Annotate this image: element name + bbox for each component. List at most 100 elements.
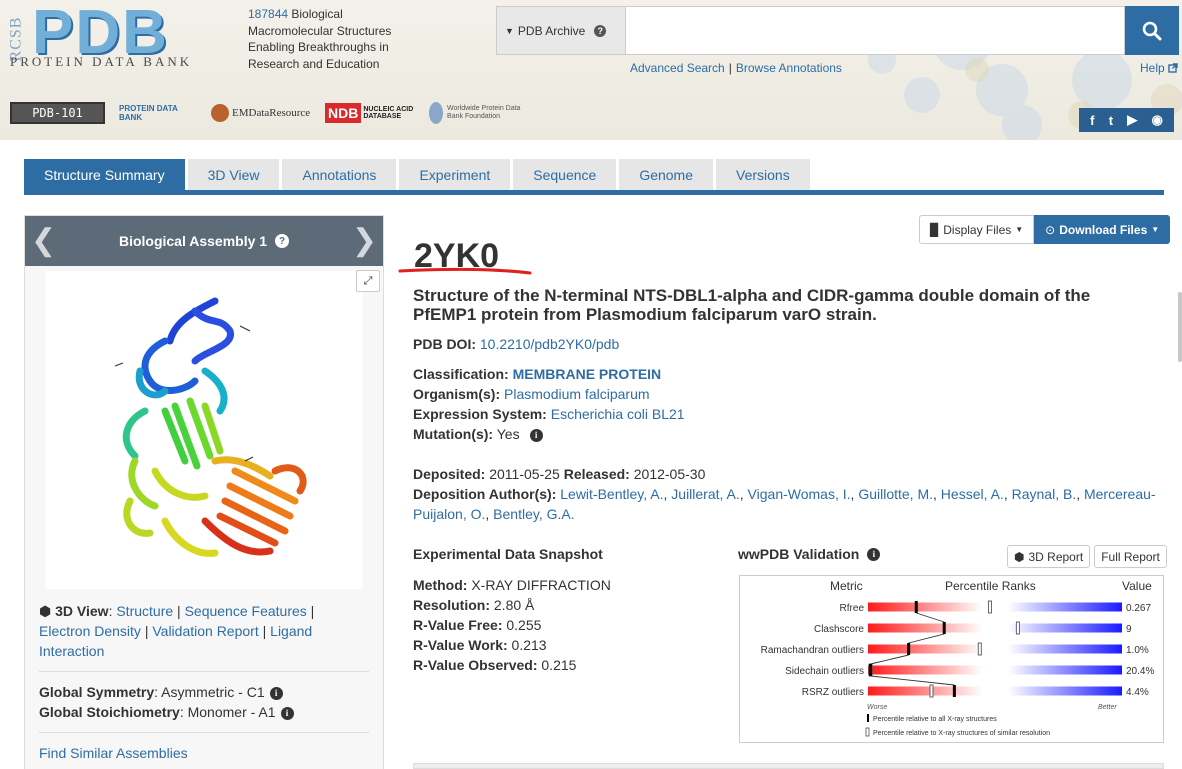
view-ligand-interaction-link[interactable]: Ligand Interaction [39,623,313,659]
validation-title: wwPDB Validation i [738,546,881,562]
organism-link[interactable]: Plasmodium falciparum [504,386,650,402]
tab-3d-view[interactable]: 3D View [187,159,280,190]
view-validation-report-link[interactable]: Validation Report [152,623,259,639]
legend-all-text: Percentile relative to all X-ray structu… [873,716,997,723]
percentile-slider [868,665,1122,675]
assembly-info: ⬢ 3D View: Structure | Sequence Features… [39,601,369,763]
author-link[interactable]: Mercereau-Puijalon, O. [413,486,1156,522]
search-bar: ▼ PDB Archive ? [496,6,1179,55]
advanced-search-link[interactable]: Advanced Search [630,61,725,75]
assembly-title: Biological Assembly 1 [118,233,268,249]
divider [39,671,369,672]
view-label: 3D View [55,603,109,619]
authors-list: Deposition Author(s): Lewit-Bentley, A.,… [413,486,1156,522]
pdb101-logo[interactable]: PDB-101 [10,102,105,124]
facebook-icon[interactable]: f [1090,112,1095,128]
twitter-icon[interactable]: t [1108,112,1114,128]
wwpdb-logo[interactable]: PROTEIN DATA BANK [119,104,178,122]
search-button[interactable] [1125,6,1179,55]
metric-label: Sidechain outliers [785,666,864,677]
tab-sequence[interactable]: Sequence [513,159,617,190]
metric-header: Metric [830,579,863,593]
view-electron-density-link[interactable]: Electron Density [39,623,141,639]
metric-value: 4.4% [1126,687,1149,698]
author-link[interactable]: Vigan-Womas, I. [747,486,851,502]
help-circle-icon[interactable]: ? [594,24,607,37]
experimental-snapshot: Method: X-RAY DIFFRACTION Resolution: 2.… [413,577,611,673]
legend-all-marker [867,714,869,722]
author-link[interactable]: Raynal, B. [1011,486,1077,502]
download-files-button[interactable]: ⊙ Download Files ▼ [1034,215,1171,244]
caret-down-icon: ▼ [1151,225,1160,234]
author-link[interactable]: Juillerat, A. [671,486,740,502]
ndb-logo[interactable]: NDB NUCLEIC ACID DATABASE [325,100,415,126]
view-structure-link[interactable]: Structure [116,603,174,619]
tab-structure-summary[interactable]: Structure Summary [24,159,185,190]
scrollbar-thumb[interactable] [1178,292,1182,362]
pdb-logo-text: PDB [32,0,169,67]
github-icon[interactable]: ◉ [1151,112,1163,127]
global-stoichiometry: Global Stoichiometry: Monomer - A1 i [39,702,369,722]
tab-genome[interactable]: Genome [619,159,714,190]
all-structures-marker [942,622,946,634]
tab-annotations[interactable]: Annotations [282,159,397,190]
percentile-connector [870,654,909,665]
classification-link[interactable]: MEMBRANE PROTEIN [512,366,662,382]
legend-similar-marker [865,727,870,737]
validation-slider-chart[interactable]: Metric Percentile Ranks Value Rfree 0.267… [739,575,1164,743]
structure-image[interactable] [45,271,363,589]
tab-underline [24,190,1164,195]
metric-value: 0.267 [1126,603,1151,614]
chevron-left-icon[interactable]: ❮ [31,224,57,257]
info-icon[interactable]: i [867,547,881,561]
info-icon[interactable]: i [529,428,543,442]
foundation-icon [429,102,444,124]
percentile-connector [908,633,945,644]
author-link[interactable]: Hessel, A. [940,486,1004,502]
site-tagline: 187844 Biological Macromolecular Structu… [248,6,418,72]
author-link[interactable]: Guillotte, M. [858,486,934,502]
3d-report-button[interactable]: ⬢ 3D Report [1007,545,1091,568]
expand-viewer-button[interactable]: ⤢ [356,270,380,292]
full-report-button[interactable]: Full Report [1094,545,1167,568]
metric-label: RSRZ outliers [802,687,864,698]
view-links: ⬢ 3D View: Structure | Sequence Features… [39,603,315,659]
info-icon[interactable]: i [269,686,283,700]
author-link[interactable]: Lewit-Bentley, A. [560,486,664,502]
search-input[interactable] [626,6,1125,55]
help-link[interactable]: Help [1140,61,1178,75]
red-underline-annotation [398,267,532,275]
search-scope-dropdown[interactable]: ▼ PDB Archive ? [496,6,626,55]
protein-data-bank-text: PROTEIN DATA BANK [10,54,193,69]
author-link[interactable]: Bentley, G.A. [493,506,575,522]
chevron-right-icon[interactable]: ❯ [351,224,377,257]
emdataresource-logo[interactable]: EMDataResource [211,100,311,126]
tab-experiment[interactable]: Experiment [399,159,511,190]
metric-label: Clashscore [814,624,864,635]
file-icon: ▉ [930,222,940,237]
global-symmetry: Global Symmetry: Asymmetric - C1 i [39,682,369,702]
info-icon[interactable]: i [280,706,294,720]
caret-down-icon: ▼ [505,25,514,36]
view-sequence-features-link[interactable]: Sequence Features [184,603,307,619]
doi-link[interactable]: 10.2210/pdb2YK0/pdb [479,336,620,352]
rcsb-pdb-logo[interactable]: RCSB PDB PROTEIN DATA BANK [7,0,242,70]
display-files-button[interactable]: ▉ Display Files ▼ [919,215,1035,244]
download-icon: ⊙ [1045,222,1056,237]
youtube-icon[interactable]: ▶ [1127,112,1138,127]
worse-label: Worse [867,704,887,711]
wwpdb-foundation-logo[interactable]: Worldwide Protein Data Bank Foundation [429,100,529,126]
structure-tabs: Structure Summary 3D View Annotations Ex… [24,159,810,190]
entry-count[interactable]: 187844 [248,7,289,21]
find-similar-assemblies-link[interactable]: Find Similar Assemblies [39,745,188,761]
better-label: Better [1098,704,1117,711]
validation-report-buttons: ⬢ 3D Report Full Report [1007,545,1167,568]
similar-resolution-marker [1015,621,1020,635]
deposition-block: Deposited: 2011-05-25 Released: 2012-05-… [413,464,1163,524]
tab-versions[interactable]: Versions [716,159,810,190]
all-structures-marker [952,685,956,697]
external-link-icon [1168,63,1178,73]
expression-system-link[interactable]: Escherichia coli BL21 [550,406,685,422]
help-circle-icon[interactable]: ? [275,234,290,248]
browse-annotations-link[interactable]: Browse Annotations [735,61,842,75]
